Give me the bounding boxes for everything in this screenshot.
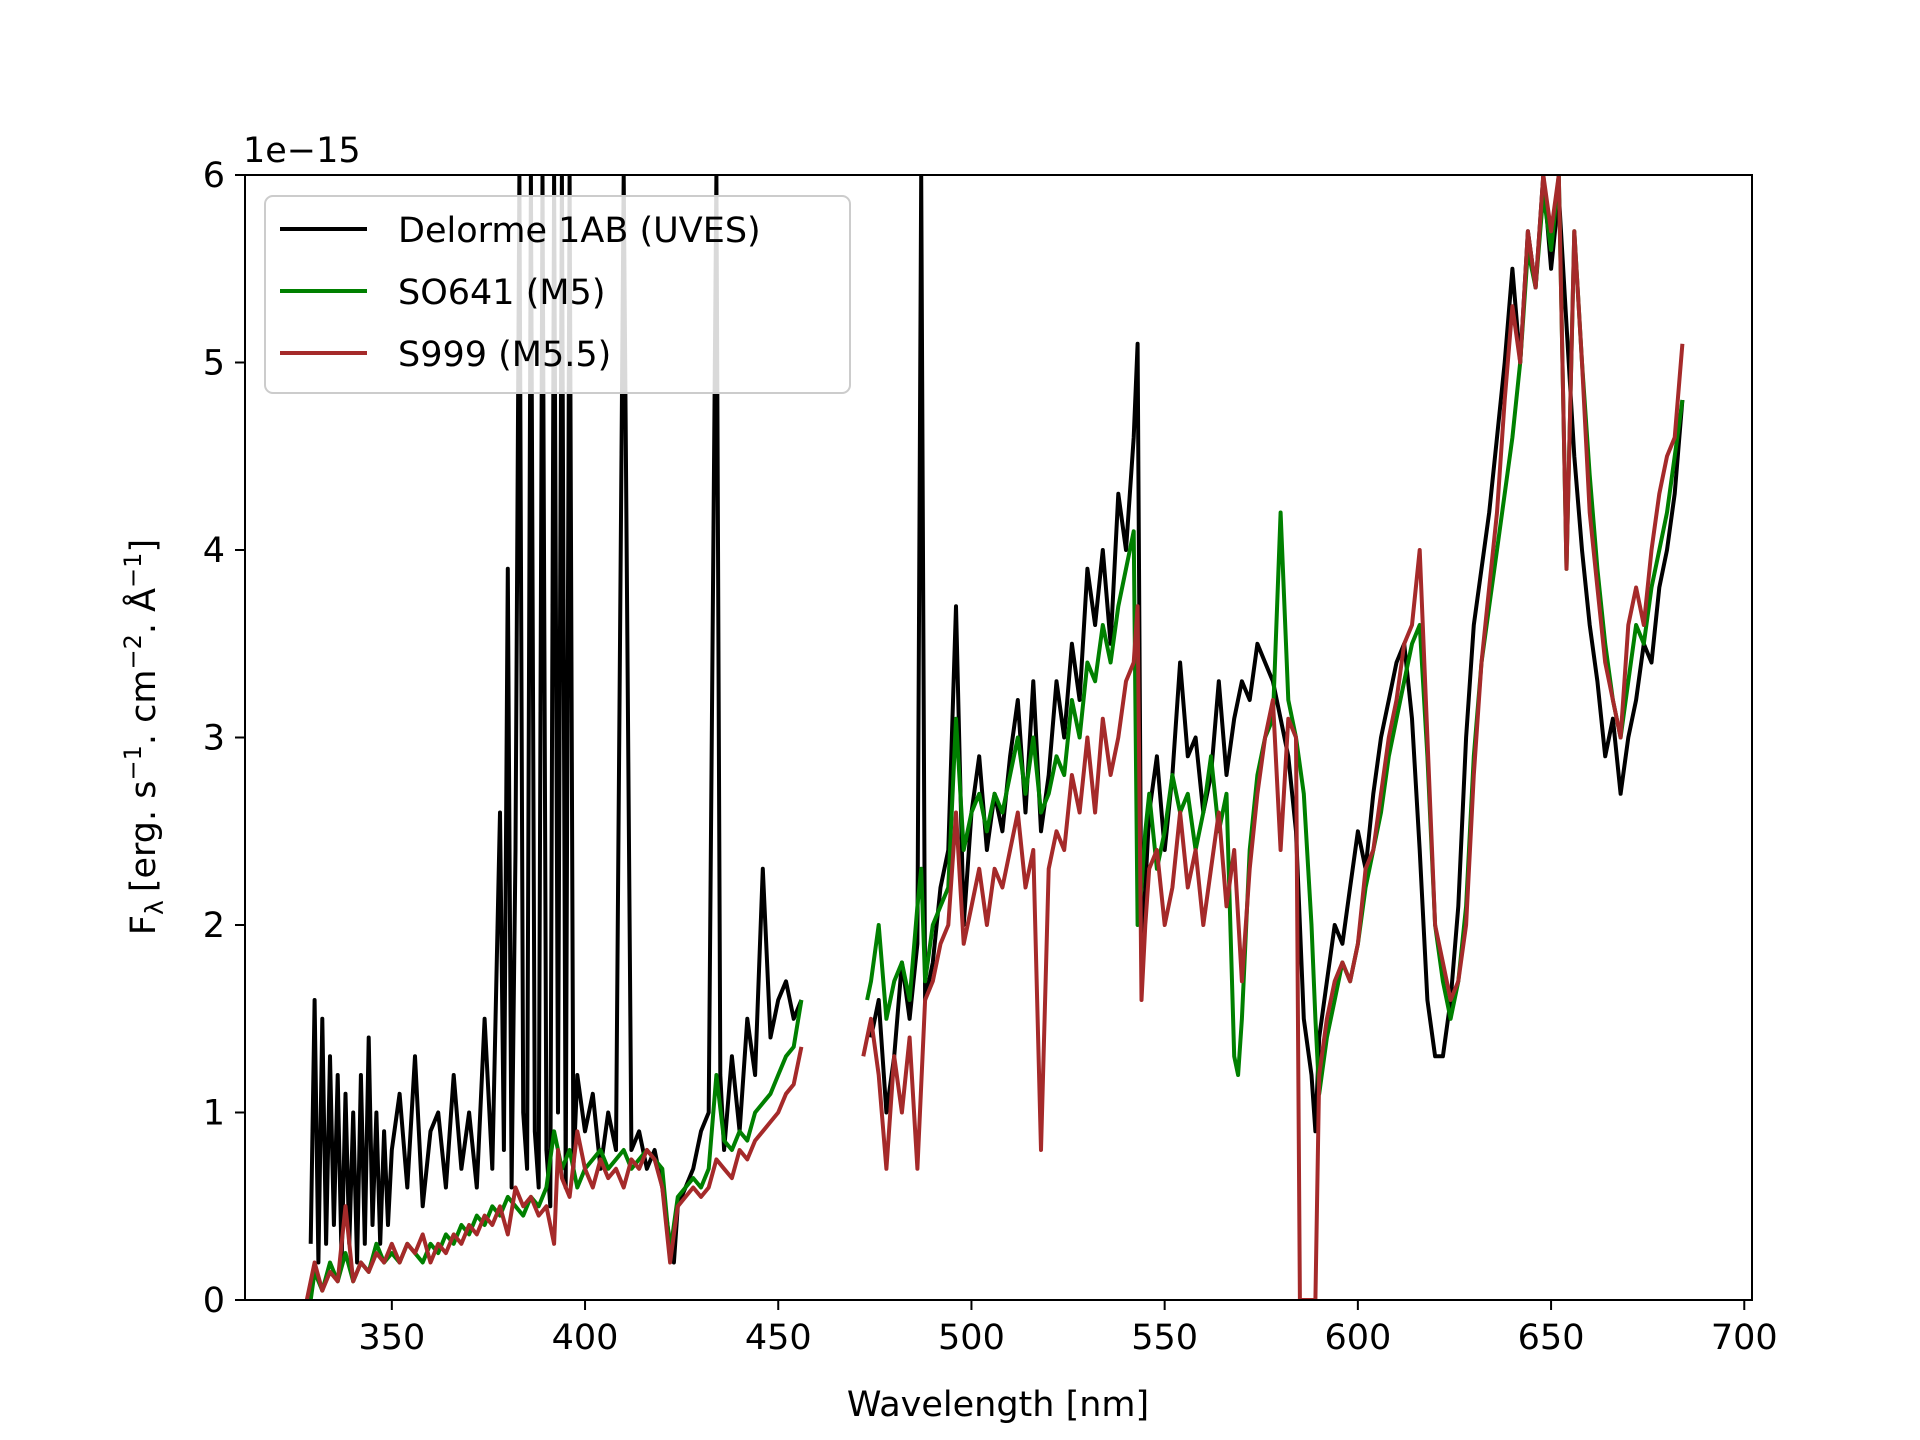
x-tick-label: 550	[1131, 1318, 1198, 1358]
legend-label-s999: S999 (M5.5)	[398, 335, 611, 375]
y-tick-label: 3	[203, 719, 225, 759]
y-axis-label-exp-2: −2	[119, 634, 147, 669]
x-tick-label: 350	[358, 1318, 425, 1358]
y-offset-label: 1e−15	[243, 131, 361, 171]
series-line-2-segment-0	[304, 1046, 804, 1300]
x-tick-label: 400	[552, 1318, 619, 1358]
x-axis-label: Wavelength [nm]	[847, 1385, 1149, 1425]
legend-label-so641: SO641 (M5)	[398, 273, 605, 313]
legend-box	[264, 195, 851, 394]
y-axis-label-units-1: [erg. s	[124, 781, 164, 893]
x-tick-label: 500	[938, 1318, 1005, 1358]
y-axis-label-units-3: . Å	[121, 588, 164, 634]
y-axis-label-symbol: F	[124, 915, 164, 935]
y-axis-label-subscript: λ	[140, 900, 169, 915]
y-axis-label-units-2: . cm	[124, 670, 164, 746]
y-axis: 0 1 2 3 4 5 6	[203, 156, 245, 1321]
y-axis-label: Fλ[erg. s−1. cm−2. Å−1]	[119, 539, 169, 935]
y-tick-label: 4	[203, 531, 225, 571]
y-tick-label: 5	[203, 344, 225, 384]
x-tick-label: 700	[1711, 1318, 1778, 1358]
series-line-2-segment-1	[861, 175, 1685, 1300]
y-axis-label-exp-1: −1	[119, 745, 147, 780]
y-axis-label-units-4: ]	[124, 539, 164, 553]
series-layer	[304, 175, 1685, 1300]
y-tick-label: 0	[203, 1281, 225, 1321]
legend-label-delorme: Delorme 1AB (UVES)	[398, 211, 761, 251]
x-axis: 350 400 450 500 550 600 650 700	[358, 1300, 1778, 1358]
series-line-0-segment-0	[308, 175, 804, 1265]
y-axis-label-exp-3: −1	[119, 553, 147, 588]
y-tick-label: 6	[203, 156, 225, 196]
x-tick-label: 650	[1518, 1318, 1585, 1358]
y-tick-label: 2	[203, 906, 225, 946]
legend: Delorme 1AB (UVES) SO641 (M5) S999 (M5.5…	[264, 195, 851, 394]
x-tick-label: 450	[745, 1318, 812, 1358]
x-tick-label: 600	[1324, 1318, 1391, 1358]
y-tick-label: 1	[203, 1094, 225, 1134]
